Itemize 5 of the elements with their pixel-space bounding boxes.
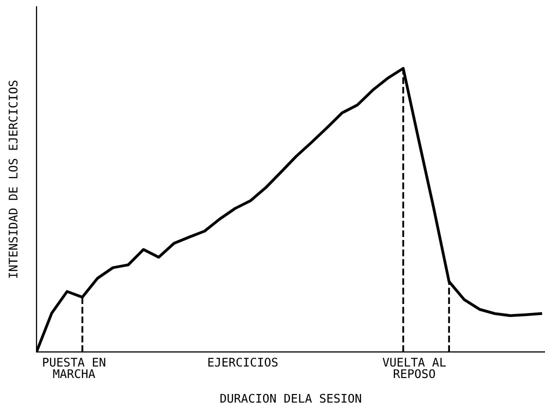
text: PUESTA EN MARCHA (43, 358, 106, 378)
text: EJERCICIOS (208, 358, 278, 367)
text: VUELTA AL REPOSO (382, 358, 446, 378)
x-axis-title: DURACION DELA SESION (220, 394, 362, 403)
y-axis-title: INTENSIDAD DE LOS EJERCICIOS (8, 80, 18, 278)
